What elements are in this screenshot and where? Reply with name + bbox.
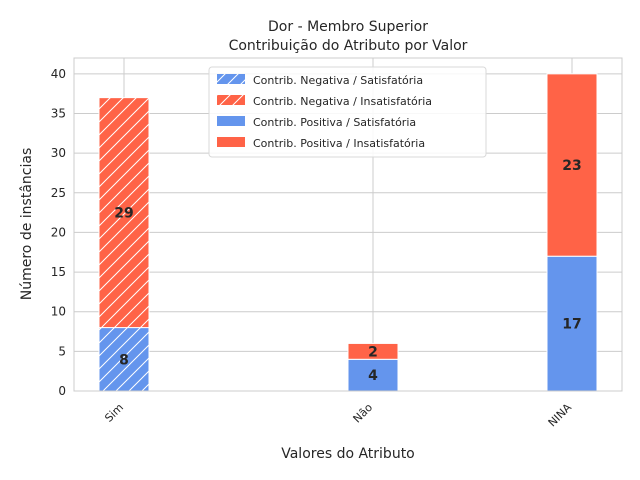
- x-axis-label: Valores do Atributo: [281, 446, 415, 462]
- bar-hatch: [99, 97, 149, 328]
- bar-value-label: 8: [119, 352, 129, 368]
- y-tick-label: 25: [51, 186, 66, 200]
- data-labels: 8 29 4 2 17 23: [114, 158, 581, 384]
- x-tick-label: NINA: [546, 401, 575, 430]
- bar-value-label: 23: [562, 158, 581, 174]
- legend-entry-label: Contrib. Positiva / Satisfatória: [253, 116, 416, 129]
- legend-swatch: [217, 116, 245, 126]
- y-tick-label: 20: [51, 225, 66, 239]
- y-tick-label: 15: [51, 265, 66, 279]
- legend-swatch-hatch: [217, 95, 245, 105]
- chart-subtitle: Contribuição do Atributo por Valor: [229, 38, 468, 54]
- legend: Contrib. Negativa / Satisfatória Contrib.…: [208, 66, 487, 158]
- legend-swatch-hatch: [217, 74, 245, 84]
- y-tick-label: 5: [58, 344, 66, 358]
- bar-value-label: 2: [368, 344, 378, 360]
- bar-hatch: [99, 327, 149, 391]
- y-tick-label: 40: [51, 67, 66, 81]
- y-tick-label: 35: [51, 107, 66, 121]
- x-tick-label: Não: [351, 401, 376, 426]
- bar-segment: [546, 73, 598, 257]
- chart-title: Dor - Membro Superior: [268, 19, 428, 35]
- legend-entry-label: Contrib. Negativa / Satisfatória: [253, 74, 423, 87]
- y-tick-label: 0: [58, 384, 66, 398]
- bar-value-label: 17: [562, 317, 581, 333]
- y-tick-label: 30: [51, 146, 66, 160]
- bars: [98, 73, 598, 392]
- legend-box: [208, 66, 487, 158]
- bar-value-label: 29: [114, 206, 133, 222]
- plot-frame: [73, 57, 623, 392]
- bar-value-label: 4: [368, 368, 378, 384]
- bar-segment: [347, 342, 399, 360]
- legend-entry-label: Contrib. Positiva / Insatisfatória: [253, 137, 425, 150]
- legend-entry-label: Contrib. Negativa / Insatisfatória: [253, 95, 432, 108]
- x-tick-label: Sim: [102, 401, 126, 425]
- y-axis-label: Número de instâncias: [19, 148, 35, 300]
- y-tick-label: 10: [51, 305, 66, 319]
- legend-swatch: [217, 137, 245, 147]
